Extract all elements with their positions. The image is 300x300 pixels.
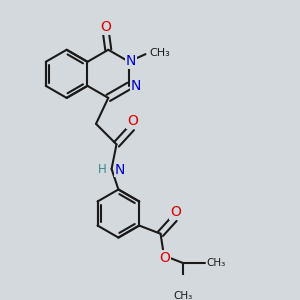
Text: O: O <box>160 251 170 265</box>
Text: O: O <box>170 205 181 219</box>
Text: O: O <box>127 114 138 128</box>
Text: N: N <box>126 54 136 68</box>
Text: CH₃: CH₃ <box>207 258 226 268</box>
Text: N: N <box>115 163 125 176</box>
Text: H: H <box>98 163 107 176</box>
Text: O: O <box>101 20 112 34</box>
Text: CH₃: CH₃ <box>149 47 170 58</box>
Text: N: N <box>131 80 141 93</box>
Text: CH₃: CH₃ <box>173 291 193 300</box>
